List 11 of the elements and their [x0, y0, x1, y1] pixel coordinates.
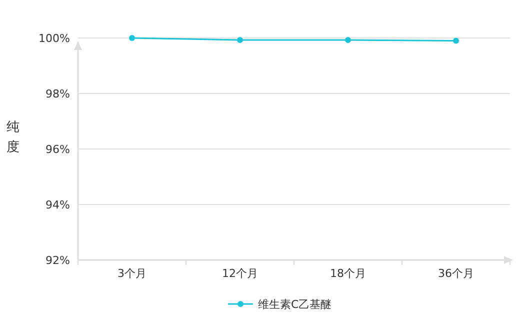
y-tick-label: 98%	[46, 88, 70, 100]
x-tick-label: 12个月	[222, 267, 258, 280]
x-tick-label: 36个月	[438, 267, 474, 280]
y-axis-title: 纯度	[6, 120, 20, 155]
x-tick-label: 3个月	[118, 267, 146, 280]
y-tick-label: 100%	[38, 32, 70, 45]
y-tick-label: 96%	[46, 143, 70, 156]
legend-label: 维生素C乙基醚	[258, 298, 332, 311]
y-tick-label: 94%	[46, 198, 70, 212]
y-tick-label: 92%	[46, 254, 70, 267]
x-tick-label: 18个月	[330, 267, 366, 280]
